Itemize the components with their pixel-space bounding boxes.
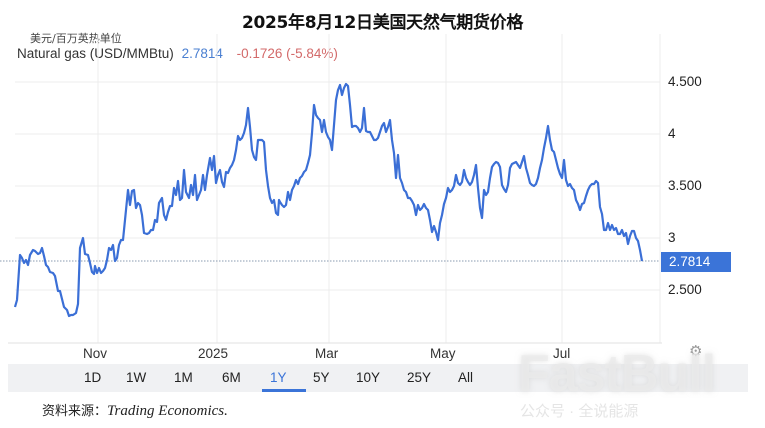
price-line [13,82,644,318]
x-tick-nov: Nov [83,346,108,361]
range-selector [8,364,748,392]
range-1w-button[interactable]: 1W [126,370,147,385]
range-5y-button[interactable]: 5Y [313,370,330,385]
y-tick-2500: 2.500 [668,282,702,297]
x-tick-2025: 2025 [198,346,229,361]
x-tick-jul: Jul [553,346,571,361]
watermark-subtitle: 公众号 · 全说能源 [520,403,639,420]
x-tick-mar: Mar [315,346,339,361]
source-name: Trading Economics. [107,403,228,419]
legend: Natural gas (USD/MMBtu) 2.7814 -0.1726 (… [17,46,338,61]
range-25y-button[interactable]: 25Y [407,370,432,385]
range-1m-button[interactable]: 1M [174,370,193,385]
current-price-badge: 2.7814 [661,252,731,272]
current-price: 2.7814 [181,46,223,61]
chart-title: 2025年8月12日美国天然气期货价格 [241,13,524,33]
range-6m-button[interactable]: 6M [222,370,241,385]
y-tick-4500: 4.500 [668,74,702,89]
gear-icon[interactable]: ⚙ [689,343,703,360]
price-change: -0.1726 (-5.84%) [236,46,338,61]
selected-range-indicator [262,389,306,392]
unit-label: 美元/百万英热单位 [30,32,122,45]
range-1d-button[interactable]: 1D [84,370,102,385]
series-name: Natural gas (USD/MMBtu) [17,46,174,61]
x-tick-may: May [430,346,456,361]
gridlines [15,34,661,343]
source-label: 资料来源： [42,404,108,419]
source-note: 资料来源：Trading Economics. [42,400,228,420]
range-all-button[interactable]: All [458,370,474,385]
y-tick-4: 4 [668,126,676,141]
y-tick-3: 3 [668,230,676,245]
watermark-brand: FastBull [518,345,716,403]
y-tick-3500: 3.500 [668,178,702,193]
range-10y-button[interactable]: 10Y [356,370,381,385]
range-1y-button[interactable]: 1Y [270,370,287,385]
